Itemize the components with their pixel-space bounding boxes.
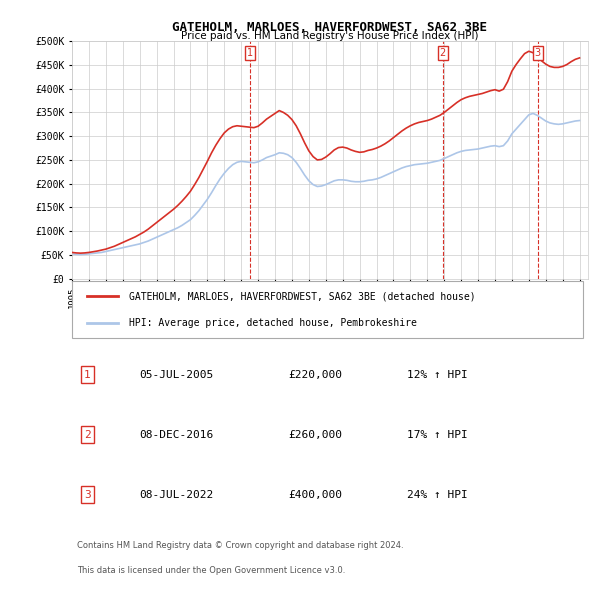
Text: GATEHOLM, MARLOES, HAVERFORDWEST, SA62 3BE (detached house): GATEHOLM, MARLOES, HAVERFORDWEST, SA62 3… (129, 291, 475, 301)
Text: 2: 2 (440, 48, 446, 58)
Text: GATEHOLM, MARLOES, HAVERFORDWEST, SA62 3BE: GATEHOLM, MARLOES, HAVERFORDWEST, SA62 3… (173, 21, 487, 34)
Text: 08-DEC-2016: 08-DEC-2016 (139, 430, 214, 440)
Text: HPI: Average price, detached house, Pembrokeshire: HPI: Average price, detached house, Pemb… (129, 319, 416, 329)
Text: 3: 3 (84, 490, 91, 500)
Text: 1: 1 (84, 370, 91, 380)
Text: £400,000: £400,000 (289, 490, 343, 500)
Text: 17% ↑ HPI: 17% ↑ HPI (407, 430, 468, 440)
Text: 24% ↑ HPI: 24% ↑ HPI (407, 490, 468, 500)
Text: £260,000: £260,000 (289, 430, 343, 440)
Text: Price paid vs. HM Land Registry's House Price Index (HPI): Price paid vs. HM Land Registry's House … (181, 31, 479, 41)
Text: 2: 2 (84, 430, 91, 440)
Text: 1: 1 (247, 48, 253, 58)
Text: This data is licensed under the Open Government Licence v3.0.: This data is licensed under the Open Gov… (77, 566, 346, 575)
Text: 12% ↑ HPI: 12% ↑ HPI (407, 370, 468, 380)
FancyBboxPatch shape (72, 281, 583, 339)
Text: Contains HM Land Registry data © Crown copyright and database right 2024.: Contains HM Land Registry data © Crown c… (77, 541, 404, 550)
Text: 05-JUL-2005: 05-JUL-2005 (139, 370, 214, 380)
Text: £220,000: £220,000 (289, 370, 343, 380)
Text: 3: 3 (535, 48, 541, 58)
Text: 08-JUL-2022: 08-JUL-2022 (139, 490, 214, 500)
